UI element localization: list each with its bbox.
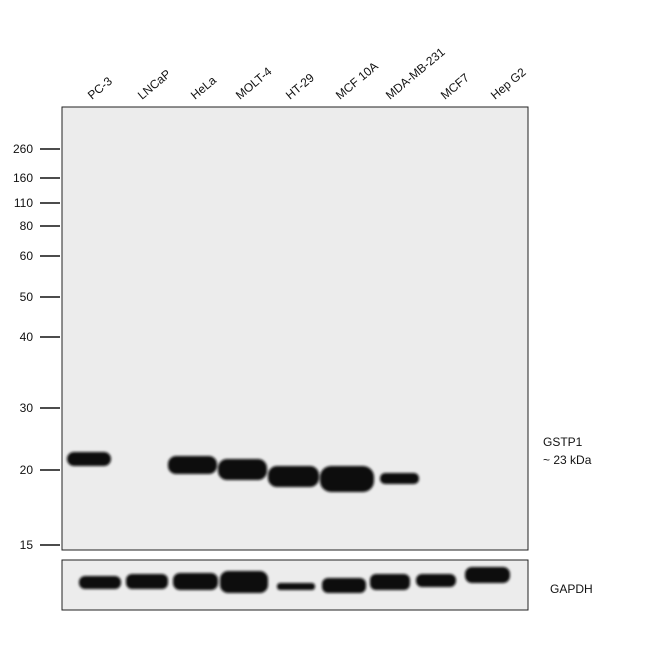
lane-label: MCF7	[438, 70, 472, 102]
band	[380, 473, 419, 484]
control-name: GAPDH	[550, 582, 593, 596]
band	[268, 466, 319, 487]
lane-label: PC-3	[85, 74, 115, 103]
lane-label: HeLa	[188, 73, 219, 102]
lane-label: Hep G2	[488, 65, 529, 103]
band	[322, 578, 366, 593]
target-size: ~ 23 kDa	[543, 453, 592, 467]
control-bands	[79, 567, 510, 593]
marker-label: 15	[20, 538, 34, 552]
band	[168, 456, 217, 474]
band	[320, 466, 374, 492]
marker-label: 20	[20, 463, 34, 477]
lane-label: MOLT-4	[233, 64, 275, 102]
marker-label: 60	[20, 249, 34, 263]
band	[277, 583, 315, 590]
marker-label: 260	[13, 142, 33, 156]
lane-label: MDA-MB-231	[383, 45, 448, 103]
band	[416, 574, 456, 587]
lane-label: MCF 10A	[333, 59, 381, 102]
target-name: GSTP1	[543, 435, 583, 449]
marker-label: 80	[20, 219, 34, 233]
band	[126, 574, 168, 589]
band	[173, 573, 218, 590]
marker-label: 30	[20, 401, 34, 415]
marker-label: 160	[13, 171, 33, 185]
marker-label: 40	[20, 330, 34, 344]
band	[220, 571, 268, 593]
marker-label: 110	[14, 196, 33, 210]
marker-label: 50	[20, 290, 34, 304]
band	[218, 459, 267, 480]
band	[465, 567, 510, 583]
band	[79, 576, 121, 589]
band	[67, 452, 111, 466]
band	[370, 574, 410, 590]
target-bands	[67, 452, 419, 492]
lane-label: HT-29	[283, 70, 317, 102]
lane-label: LNCaP	[135, 67, 174, 103]
